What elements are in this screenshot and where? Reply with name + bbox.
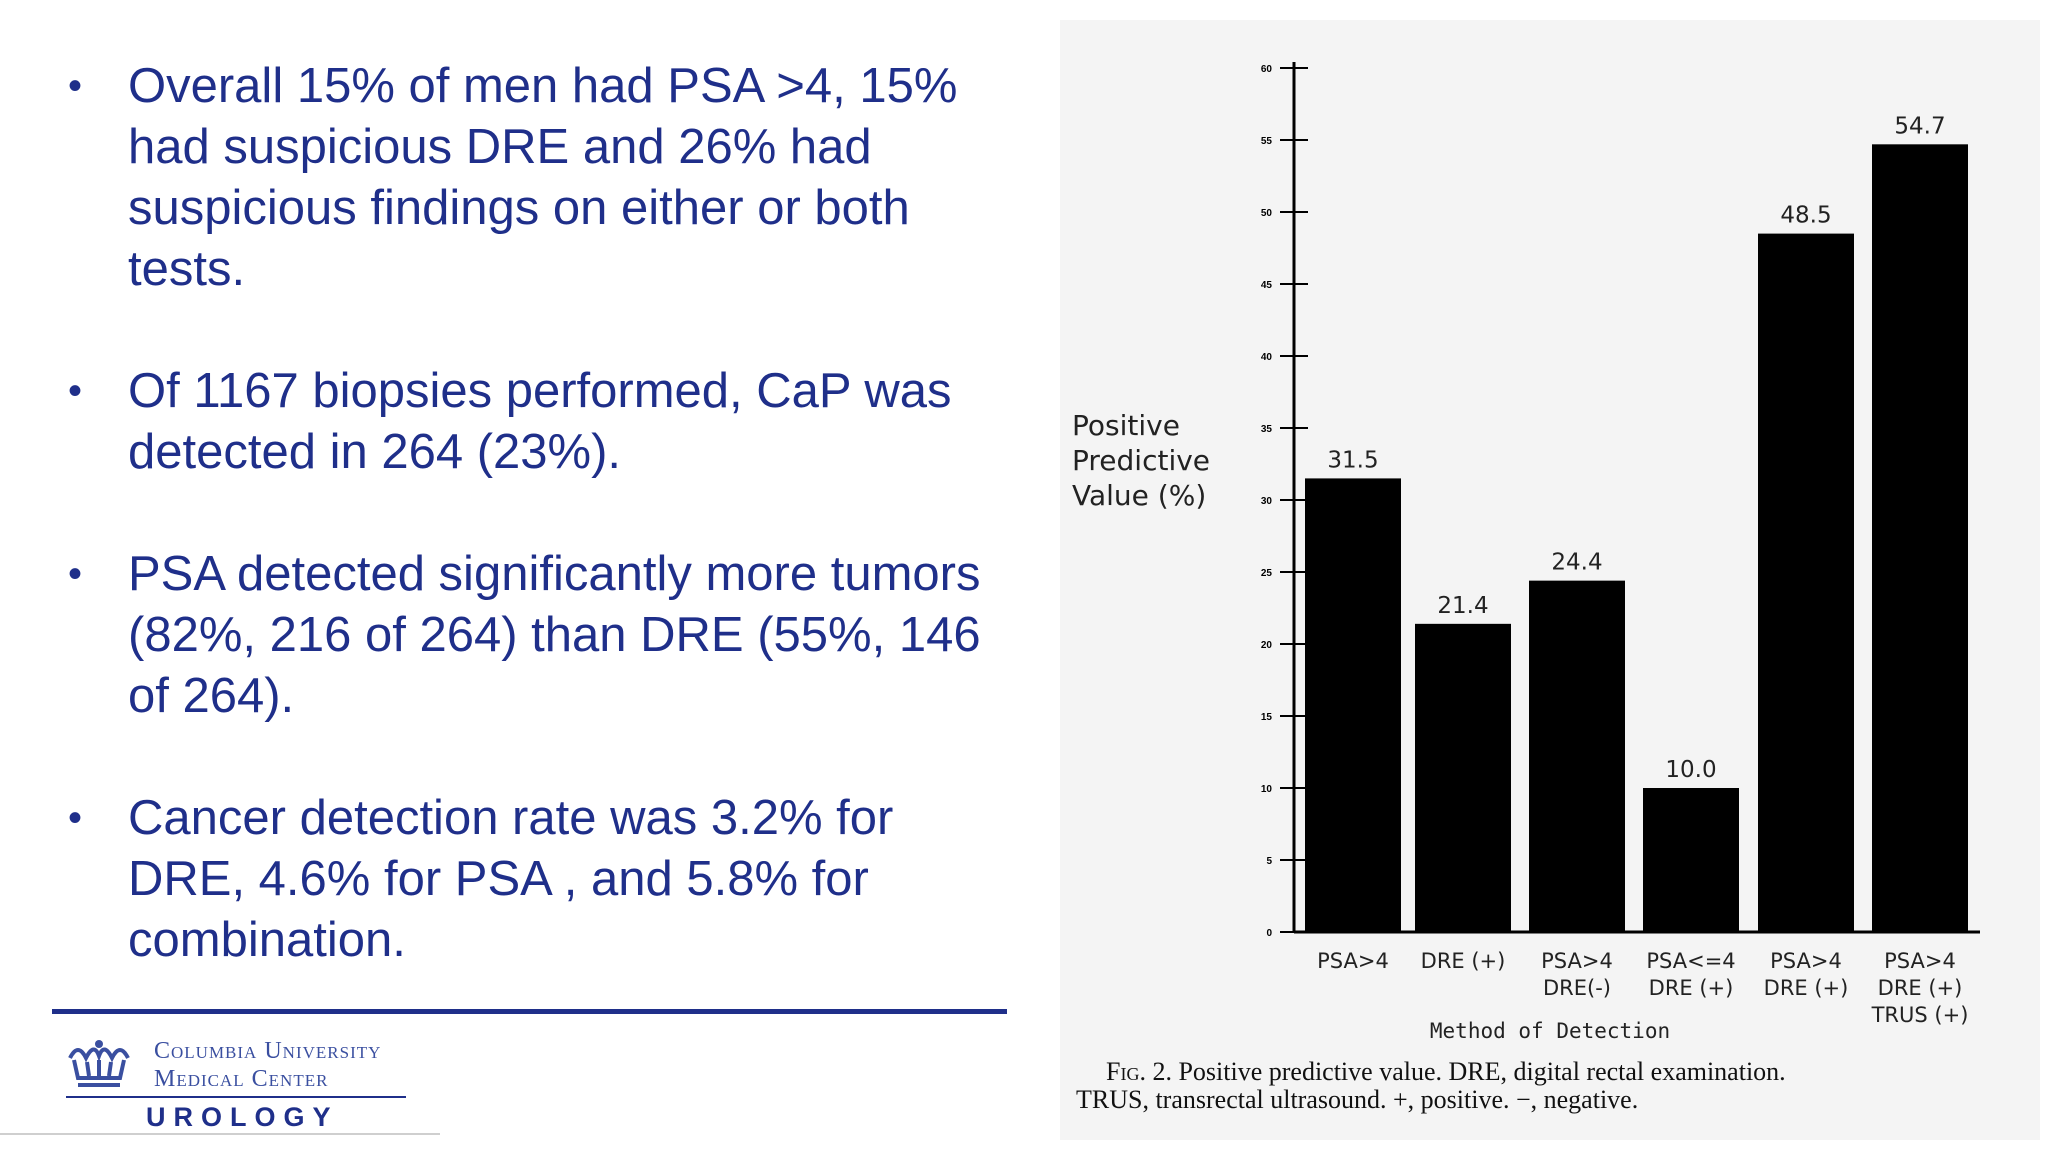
x-tick-label: DRE (+) [1878,976,1963,1000]
bar [1758,233,1854,933]
y-axis-label: Positive [1072,409,1180,442]
y-tick-label: 45 [1261,280,1273,291]
bullet-text: Overall 15% of men had PSA >4, 15% had s… [128,59,958,296]
bullet-list: • Overall 15% of men had PSA >4, 15% had… [64,56,1024,1032]
y-tick-label: 10 [1261,784,1273,795]
x-tick-label: PSA<=4 [1646,949,1735,973]
bar [1415,623,1511,932]
bullet-item: • Cancer detection rate was 3.2% for DRE… [64,788,1024,971]
university-logo: Columbia University Medical Center UROLO… [60,1030,440,1140]
x-tick-label: DRE (+) [1764,976,1849,1000]
bullet-icon: • [68,369,83,413]
y-tick-label: 5 [1266,856,1272,867]
x-tick-label: DRE (+) [1649,976,1734,1000]
bullet-item: • Of 1167 biopsies performed, CaP was de… [64,361,1024,483]
x-tick-label: PSA>4 [1884,949,1956,973]
y-tick-label: 0 [1266,928,1272,939]
x-tick-label: PSA>4 [1541,949,1613,973]
section-divider [52,1009,1007,1014]
bar [1305,478,1401,932]
chart-figure: 0 5 10 15 20 25 30 35 40 45 50 55 60 Positive Predicti… [1060,20,2040,1140]
y-axis-label: Predictive [1072,444,1210,477]
x-tick-label: TRUS (+) [1871,1003,1969,1027]
logo-center: Medical Center [154,1066,329,1092]
bar [1643,788,1739,932]
y-tick-label: 40 [1261,352,1273,363]
x-tick-label: PSA>4 [1770,949,1842,973]
bullet-text: Cancer detection rate was 3.2% for DRE, … [128,791,894,967]
y-tick-label: 30 [1261,496,1273,507]
y-tick-label: 25 [1261,568,1273,579]
bullet-icon: • [68,64,83,108]
logo-department: UROLOGY [146,1102,339,1132]
bar-value-label: 24.4 [1551,550,1602,576]
crown-icon [68,1040,130,1087]
figure-caption: Fig. 2. Positive predictive value. DRE, … [1076,1057,1786,1114]
caption-lead: Fig. 2. [1106,1057,1178,1086]
logo-university: Columbia University [154,1038,382,1064]
caption-text-line2: TRUS, transrectal ultrasound. +, positiv… [1076,1085,1638,1114]
y-axis-label: Value (%) [1072,479,1206,512]
bar-chart: 0 5 10 15 20 25 30 35 40 45 50 55 60 PositivePredicti… [1072,62,1980,1114]
y-tick-label: 60 [1261,64,1273,75]
bullet-icon: • [68,796,83,840]
bar [1529,580,1625,932]
bullet-item: • Overall 15% of men had PSA >4, 15% had… [64,56,1024,300]
bullet-text: Of 1167 biopsies performed, CaP was dete… [128,364,952,479]
y-tick-label: 20 [1261,640,1273,651]
x-tick-label: PSA>4 [1317,949,1389,973]
bar [1872,144,1968,932]
footer-rule [0,1133,440,1135]
y-tick-label: 15 [1261,712,1273,723]
y-tick-label: 55 [1261,136,1273,147]
bullet-text: PSA detected significantly more tumors (… [128,547,981,723]
bullet-item: • PSA detected significantly more tumors… [64,544,1024,727]
y-tick-label: 35 [1261,424,1273,435]
caption-text-line1: Positive predictive value. DRE, digital … [1178,1057,1785,1086]
bullet-icon: • [68,552,83,596]
bar-value-label: 21.4 [1437,593,1488,619]
x-tick-label: DRE(-) [1543,976,1611,1000]
x-axis-label: Method of Detection [1430,1019,1670,1043]
bar-value-label: 10.0 [1665,757,1716,783]
logo-divider [66,1096,406,1098]
bar-value-label: 54.7 [1894,113,1945,139]
bar-value-label: 48.5 [1780,203,1831,229]
x-tick-label: DRE (+) [1421,949,1506,973]
bar-value-label: 31.5 [1327,447,1378,473]
y-tick-label: 50 [1261,208,1273,219]
